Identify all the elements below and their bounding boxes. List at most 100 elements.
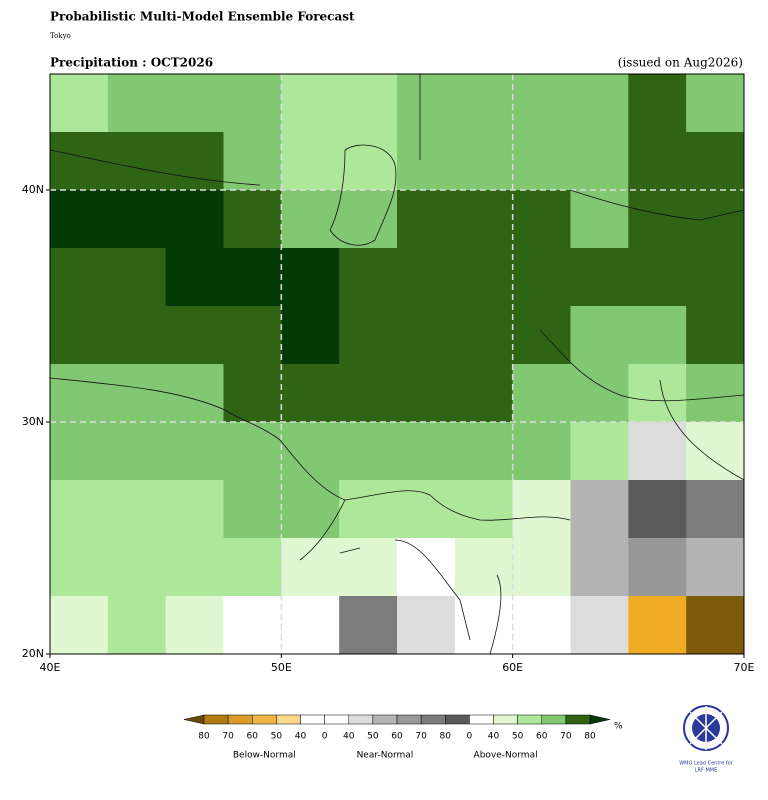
grid-cell [512,364,571,423]
grid-cell [512,538,571,597]
colorbar-arrow [183,714,205,725]
issued: (issued on Aug2026) [618,56,743,70]
grid-cell [686,132,745,191]
grid-cell [339,596,398,655]
colorbar-label: 0 [467,732,473,742]
grid-cell [50,480,109,539]
heading: Precipitation : OCT2026 [50,56,213,70]
colorbar-label: 0 [322,732,328,742]
grid-cell [686,480,745,539]
grid-cell [165,74,224,133]
grid-cell [628,190,687,249]
grid-cell [628,538,687,597]
grid-cell [454,248,514,307]
colorbar-box [396,714,422,725]
grid-cell [454,480,514,539]
colorbar-label: 40 [488,732,500,742]
grid-cell [339,480,398,539]
colorbar-box [252,714,277,725]
grid-cell [454,422,514,481]
grid-cell [107,74,167,133]
grid-cell [570,364,629,423]
grid-cell [686,364,745,423]
grid-cell [512,190,571,249]
grid-cell [686,74,745,133]
colorbar-label: 80 [584,732,596,742]
grid-cell [281,190,340,249]
grid-cell [50,190,109,249]
colorbar-label: 80 [440,732,452,742]
grid-cell [512,480,571,539]
grid-cell [570,306,629,365]
grid-cell [628,306,687,365]
x-tick-label: 60E [502,661,523,674]
grid-cell [686,596,745,655]
grid-cell [454,190,514,249]
grid-cell [223,190,282,249]
map-frame [49,73,745,655]
grid-cell [454,74,514,133]
grid-cell [107,190,167,249]
grid-cell [686,306,745,365]
grid-cell [512,74,571,133]
logo-text: LRF MME [695,768,718,774]
grid-cell [50,306,109,365]
grid-cell [281,364,340,423]
grid-cell [165,480,224,539]
grid-cell [512,306,571,365]
grid-cell [397,132,456,191]
colorbar-label: 60 [391,732,403,742]
grid-cell [223,364,282,423]
colorbar-group: Near-Normal [357,751,414,761]
colorbar-box [493,714,518,725]
grid-cell [281,132,340,191]
grid-cell [628,422,687,481]
grid-cell [107,538,167,597]
grid-cell [339,538,398,597]
colorbar-label: 60 [247,732,259,742]
grid-cell [107,132,167,191]
x-tick-label: 70E [734,661,755,674]
grid-cell [570,132,629,191]
grid-cell [107,364,167,423]
colorbar-arrow [589,714,611,725]
grid-cell [454,364,514,423]
colorbar-label: 70 [415,732,427,742]
colorbar-box [541,714,567,725]
grid-cell [397,480,456,539]
grid-cell [397,422,456,481]
grid-cell [165,306,224,365]
grid-cell [570,422,629,481]
grid-cell [281,596,340,655]
grid-cell [223,248,282,307]
colorbar-group: Above-Normal [474,751,538,761]
grid-cell [223,306,282,365]
grid-cell [339,248,398,307]
grid-cell [570,538,629,597]
grid-cell [397,596,456,655]
grid-cell [50,132,109,191]
grid-cell [107,596,167,655]
colorbar: 80 70 60 50 40 0 40 50 60 70 80 0 40 50 60 70 80% Below-N… [183,714,623,761]
y-tick-label: 30N [22,415,44,428]
grid-cell [281,248,340,307]
grid-cell [165,596,224,655]
colorbar-label: 60 [536,732,548,742]
grid-cell [223,596,282,655]
grid-cell [50,596,109,655]
grid-cell [397,190,456,249]
grid-cell [570,480,629,539]
colorbar-box [227,714,253,725]
grid-cell [165,538,224,597]
grid-cell [281,538,340,597]
grid-cell [223,538,282,597]
colorbar-unit: % [614,722,623,732]
grid-cell [339,190,398,249]
grid-cell [512,132,571,191]
grid-cell [512,596,571,655]
grid-cell [165,132,224,191]
subtitle: Tokyo [50,32,71,40]
grid-cell [281,480,340,539]
grid-cell [165,422,224,481]
grid-cell [281,422,340,481]
